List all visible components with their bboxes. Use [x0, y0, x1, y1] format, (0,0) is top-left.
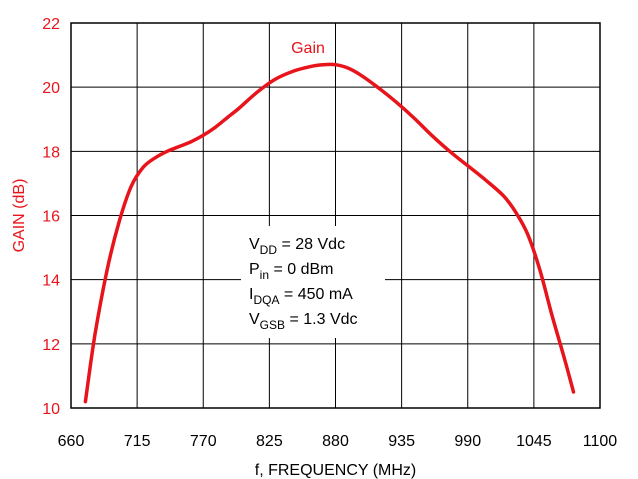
plot-frame: [70, 22, 601, 409]
conditions-box: VDD = 28 Vdc Pin = 0 dBm IDQA = 450 mA VGSB…: [241, 226, 385, 338]
y-tick-labels: 10 12 14 16 18 20 22: [42, 16, 60, 418]
conditions-box-background: [241, 226, 385, 338]
condition-line: VGSB = 1.3 Vdc: [249, 311, 358, 332]
x-tick-label: 1100: [583, 433, 618, 450]
y-tick-label: 14: [42, 273, 60, 290]
x-tick-label: 770: [190, 433, 217, 450]
x-axis-title: f, FREQUENCY (MHz): [255, 462, 416, 479]
y-axis-title: GAIN (dB): [11, 179, 28, 253]
grid: [71, 23, 600, 408]
x-tick-label: 935: [388, 433, 415, 450]
series-line-gain: [83, 62, 576, 404]
series-label-gain: Gain: [291, 40, 325, 57]
y-tick-label: 12: [42, 337, 60, 354]
y-tick-label: 20: [42, 80, 60, 97]
x-tick-label: 880: [322, 433, 349, 450]
y-tick-label: 10: [42, 401, 60, 418]
y-tick-label: 16: [42, 209, 60, 226]
x-tick-label: 1045: [516, 433, 552, 450]
x-tick-label: 660: [58, 433, 85, 450]
x-tick-label: 990: [454, 433, 481, 450]
y-tick-label: 22: [42, 16, 60, 33]
condition-line: VDD = 28 Vdc: [249, 236, 345, 257]
y-tick-label: 18: [42, 144, 60, 161]
x-tick-label: 825: [256, 433, 283, 450]
condition-line: Pin = 0 dBm: [249, 261, 334, 282]
condition-line: IDQA = 450 mA: [249, 286, 353, 307]
x-tick-label: 715: [124, 433, 151, 450]
x-tick-labels: 660 715 770 825 880 935 990 1045 1100: [58, 433, 618, 450]
